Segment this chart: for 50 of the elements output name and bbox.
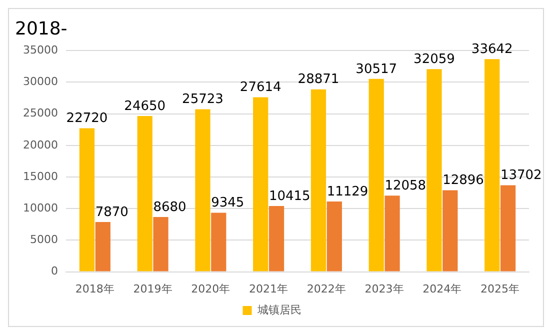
bar [442, 190, 458, 272]
y-tick-label: 0 [50, 264, 58, 278]
bar [195, 109, 210, 272]
x-tick-label: 2019年 [133, 282, 172, 296]
data-label: 10415 [268, 188, 310, 204]
data-label: 24650 [124, 98, 166, 114]
data-label: 33642 [471, 42, 513, 58]
y-tick-label: 10000 [22, 201, 58, 214]
x-tick-label: 2025年 [480, 282, 520, 296]
data-label: 8680 [153, 200, 186, 215]
bar [310, 89, 326, 272]
bar [500, 185, 516, 272]
bar [426, 69, 442, 272]
bar [384, 196, 400, 272]
data-label: 22720 [66, 111, 108, 126]
data-label: 11129 [326, 184, 368, 200]
bar [211, 212, 226, 272]
data-label: 28871 [298, 72, 340, 88]
data-label: 27614 [240, 80, 282, 96]
y-tick-label: 25000 [22, 106, 58, 120]
y-tick-label: 30000 [22, 75, 58, 88]
y-tick-label: 35000 [22, 43, 58, 56]
x-tick-label: 2021年 [249, 282, 288, 296]
y-tick-label: 15000 [22, 170, 58, 183]
bar [368, 78, 384, 272]
data-label: 32059 [414, 52, 455, 68]
data-label: 30517 [356, 62, 398, 77]
data-label: 12896 [442, 173, 484, 188]
x-tick-label: 2018年 [75, 282, 114, 296]
bar [95, 222, 110, 272]
x-tick-label: 2023年 [364, 282, 404, 296]
y-tick-label: 5000 [30, 233, 58, 246]
x-tick-label: 2022年 [306, 282, 346, 296]
y-tick-label: 20000 [22, 138, 58, 152]
bar [268, 206, 284, 272]
bar [326, 201, 342, 272]
data-label: 9345 [211, 196, 244, 211]
bar [79, 128, 95, 272]
legend-label: 城镇居民 [256, 303, 302, 316]
bar [153, 216, 168, 272]
bar [137, 116, 152, 272]
bar [484, 59, 500, 272]
bar [253, 97, 268, 272]
x-tick-label: 2020年 [191, 282, 230, 296]
data-label: 12058 [384, 178, 426, 194]
data-label: 13702 [500, 168, 542, 184]
x-tick-label: 2024年 [422, 282, 462, 296]
chart-title: 2018- [15, 18, 68, 40]
data-label: 7870 [95, 204, 128, 220]
data-label: 25723 [182, 92, 224, 108]
